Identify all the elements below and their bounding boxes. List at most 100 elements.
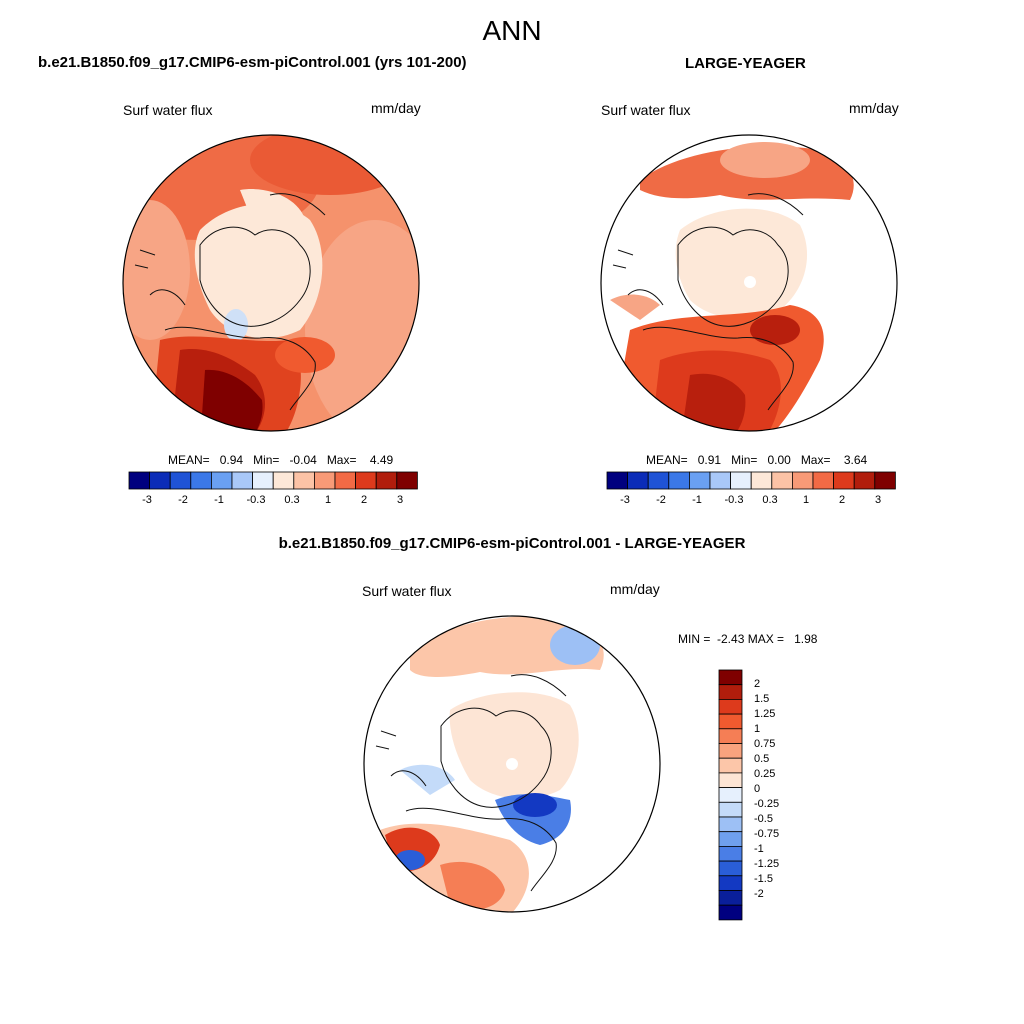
obs-cbar-swatch <box>853 471 876 490</box>
model-cbar-tick: 3 <box>396 494 404 506</box>
model-cbar-swatch <box>149 471 171 490</box>
diff-cbar-tick: -0.25 <box>754 798 780 810</box>
obs-cbar-swatch <box>771 471 793 490</box>
obs-min-value: 0.00 <box>767 453 791 467</box>
diff-cbar-swatch <box>718 875 743 891</box>
model-units-label: mm/day <box>371 100 421 116</box>
model-cbar-swatch <box>252 471 274 490</box>
diff-cbar-swatch <box>718 831 743 847</box>
season-title: ANN <box>482 15 542 46</box>
diff-cbar-swatch <box>718 816 743 833</box>
model-cbar-tick: 1 <box>324 494 332 506</box>
obs-min-label: Min= <box>731 453 758 467</box>
diff-map-boundary <box>363 615 661 913</box>
diff-cbar-tick: -0.75 <box>754 828 780 840</box>
obs-cbar-swatch <box>606 471 629 490</box>
diff-coastlines <box>375 674 567 892</box>
model-min-value: -0.04 <box>289 453 317 467</box>
model-cbar-tick: -3 <box>142 494 152 506</box>
model-cbar-swatch <box>355 471 377 490</box>
diff-cbar-tick: 1 <box>754 723 761 735</box>
diff-min-value: -2.43 <box>717 632 745 646</box>
obs-cbar-tick: -0.3 <box>724 494 744 506</box>
diff-cbar-tick: 2 <box>754 678 761 690</box>
obs-cbar-swatch <box>874 471 896 490</box>
obs-cbar-swatch <box>833 471 855 490</box>
model-max-value: 4.49 <box>369 453 394 467</box>
diff-cbar-swatch <box>718 728 743 744</box>
obs-cbar-swatch <box>689 471 711 490</box>
model-cbar-swatch <box>190 471 212 490</box>
diff-max-label: MAX = <box>747 632 785 646</box>
diff-cbar-swatch <box>718 801 743 818</box>
diff-cbar-tick: -1.5 <box>754 873 773 885</box>
obs-case-title: LARGE-YEAGER <box>685 55 806 72</box>
diff-polar-map <box>364 616 660 912</box>
obs-max-value: 3.64 <box>843 453 868 467</box>
diff-cbar-swatch <box>718 757 743 774</box>
model-cbar-swatch <box>334 471 357 490</box>
obs-cbar-tick: 3 <box>874 494 882 506</box>
model-cbar-swatch <box>272 471 295 490</box>
diff-units-label: mm/day <box>610 581 660 597</box>
model-cbar-swatch <box>210 471 233 490</box>
model-cbar-swatch <box>375 471 398 490</box>
model-cbar-swatch <box>313 471 336 490</box>
obs-cbar-swatch <box>750 471 773 490</box>
model-cbar-tick: -0.3 <box>246 494 266 506</box>
model-cbar-tick: -1 <box>214 494 224 506</box>
model-cbar-tick: -2 <box>178 494 188 506</box>
diff-cbar-tick: 0.25 <box>754 768 776 780</box>
diff-cbar-swatch <box>718 890 743 906</box>
model-cbar-swatch <box>128 471 151 490</box>
obs-polar-map <box>601 135 897 431</box>
model-cbar-swatch <box>293 471 315 490</box>
diff-min-label: MIN = <box>678 632 711 646</box>
obs-map-boundary <box>600 134 898 432</box>
obs-cbar-swatch <box>730 471 752 490</box>
diff-cbar-tick: -0.5 <box>754 813 773 825</box>
diff-cbar-tick: 1.25 <box>754 708 776 720</box>
model-coastlines <box>134 193 326 411</box>
diff-cbar-swatch <box>718 787 743 803</box>
diff-cbar-tick: 0.5 <box>754 753 770 765</box>
model-min-label: Min= <box>253 453 280 467</box>
obs-stats: MEAN= 0.91 Min= 0.00 Max= 3.64 <box>646 454 867 466</box>
diff-colorbar <box>718 669 743 921</box>
model-colorbar <box>128 471 418 490</box>
diff-cbar-swatch <box>718 684 743 700</box>
model-variable-label: Surf water flux <box>123 102 213 118</box>
obs-coastlines <box>612 193 804 411</box>
model-max-label: Max= <box>326 453 357 467</box>
model-cbar-swatch <box>169 471 192 490</box>
model-case-title: b.e21.B1850.f09_g17.CMIP6-esm-piControl.… <box>38 54 467 71</box>
diff-cbar-tick: 0 <box>754 783 761 795</box>
obs-cbar-swatch <box>668 471 690 490</box>
model-cbar-tick: 2 <box>360 494 368 506</box>
obs-cbar-tick: -2 <box>656 494 666 506</box>
diff-cbar-swatch <box>718 743 743 759</box>
diff-cbar-tick: 0.75 <box>754 738 776 750</box>
model-cbar-tick: 0.3 <box>284 494 300 506</box>
diff-cbar-tick: -1.25 <box>754 858 780 870</box>
diff-cbar-swatch <box>718 772 743 789</box>
obs-cbar-tick: 2 <box>838 494 846 506</box>
model-mean-label: MEAN= <box>168 453 210 467</box>
diff-cbar-swatch <box>718 713 743 730</box>
obs-max-label: Max= <box>800 453 831 467</box>
obs-units-label: mm/day <box>849 100 899 116</box>
diff-cbar-swatch <box>718 846 743 862</box>
model-stats: MEAN= 0.94 Min= -0.04 Max= 4.49 <box>168 454 393 466</box>
obs-cbar-tick: 0.3 <box>762 494 778 506</box>
obs-cbar-swatch <box>647 471 670 490</box>
diff-cbar-tick: 1.5 <box>754 693 770 705</box>
diff-cbar-swatch <box>718 669 743 686</box>
obs-cbar-swatch <box>709 471 732 490</box>
obs-cbar-tick: 1 <box>802 494 810 506</box>
diff-cbar-swatch <box>718 860 743 877</box>
model-cbar-swatch <box>396 471 418 490</box>
obs-mean-value: 0.91 <box>697 453 722 467</box>
obs-colorbar <box>606 471 896 490</box>
diff-case-title: b.e21.B1850.f09_g17.CMIP6-esm-piControl.… <box>278 535 746 552</box>
